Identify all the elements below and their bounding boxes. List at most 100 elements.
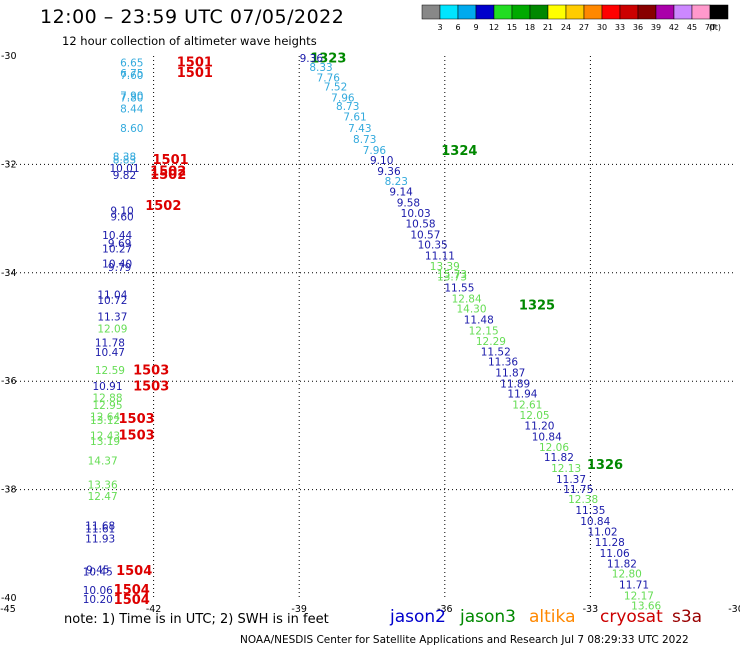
color-scale-label: 6 (455, 23, 460, 32)
wave-height-value: 11.11 (425, 250, 455, 262)
wave-height-value: 11.61 (85, 524, 115, 536)
wave-height-value: 14.30 (456, 304, 486, 316)
wave-height-value: 10.47 (95, 347, 125, 359)
wave-height-value: 8.60 (120, 123, 143, 135)
wave-height-value: 10.27 (102, 243, 132, 255)
wave-height-value: 12.17 (624, 590, 654, 602)
wave-height-value: 10.58 (406, 218, 436, 230)
pass-id-label: 1504 (114, 583, 150, 598)
satellite-name-cryosat: cryosat (600, 607, 663, 627)
wave-height-value: 10.40 (102, 259, 132, 271)
color-scale-swatch (673, 4, 693, 20)
pass-id-label: 1502 (150, 164, 186, 179)
map-title: 12:00 – 23:59 UTC 07/05/2022 (40, 6, 345, 28)
color-scale-label: 9 (473, 23, 478, 32)
wave-height-value: 10.35 (418, 240, 448, 252)
wave-height-value: 11.37 (556, 474, 586, 486)
color-scale-label: 33 (615, 23, 625, 32)
wave-height-value: 9.10 (370, 155, 393, 167)
wave-height-labels: 6.656.757.607.907.808.448.608.388.8310.0… (83, 52, 662, 613)
wave-height-value: 10.06 (83, 585, 113, 597)
wave-height-value: 7.52 (324, 81, 347, 93)
color-scale-label: 42 (669, 23, 679, 32)
pass-id-label: 1502 (145, 199, 181, 214)
pass-id-label: 1504 (116, 564, 152, 579)
wave-height-value: 7.76 (317, 73, 341, 85)
wave-height-value: 11.78 (95, 338, 125, 350)
wave-height-value: 12.64 (90, 411, 120, 423)
color-scale-label: 18 (525, 23, 535, 32)
lon-tick-label: -30 (728, 604, 740, 615)
wave-height-value: 12.84 (452, 293, 482, 305)
wave-height-value: 12.95 (92, 400, 122, 412)
wave-height-value: 11.48 (464, 314, 494, 326)
color-scale-swatch (475, 4, 495, 20)
wave-height-value: 12.59 (95, 365, 125, 377)
wave-height-value: 6.75 (120, 68, 143, 80)
wave-height-value: 9.60 (110, 211, 133, 223)
pass-id-label: 1502 (150, 168, 186, 183)
color-scale-swatch (421, 4, 441, 20)
wave-height-value: 10.20 (83, 594, 113, 606)
satellite-name-altika: altika (529, 607, 576, 627)
wave-height-value: 6.65 (120, 58, 143, 70)
wave-height-value: 7.80 (120, 93, 143, 105)
wave-height-value: 11.36 (488, 357, 518, 369)
wave-height-value: 13.73 (437, 272, 467, 284)
pass-id-label: 1501 (177, 66, 213, 81)
wave-height-value: 11.28 (595, 537, 625, 549)
color-scale-label: 27 (579, 23, 589, 32)
lon-tick-label: -36 (437, 604, 453, 615)
wave-height-value: 9.79 (108, 262, 131, 274)
wave-height-value: 14.37 (88, 455, 118, 467)
color-scale-label: 45 (687, 23, 697, 32)
pass-id-label: 1323 (310, 52, 346, 67)
axis-tick-labels: -45 -42 -39 -36 -33 -30 -30 -32 -34 -36 -38 -40 (0, 51, 740, 615)
lat-tick-label: -30 (1, 51, 17, 62)
pass-id-label: 1324 (441, 144, 477, 159)
color-scale-label: 21 (543, 23, 553, 32)
wave-height-value: 13.19 (90, 436, 120, 448)
pass-id-label: 1503 (119, 428, 155, 443)
wave-height-value: 11.68 (85, 520, 115, 532)
wave-height-value: 8.83 (113, 155, 136, 167)
lat-tick-label: -36 (1, 376, 17, 387)
lat-tick-label: -34 (1, 268, 17, 279)
pass-id-label: 1501 (177, 56, 213, 71)
wave-height-value: 11.35 (575, 505, 605, 517)
wave-height-value: 9.14 (389, 187, 413, 199)
wave-height-value: 13.12 (90, 415, 120, 427)
wave-height-value: 7.96 (331, 93, 355, 105)
wave-height-value: 12.80 (612, 569, 642, 581)
grid-layer (8, 56, 736, 598)
wave-height-value: 13.39 (430, 261, 460, 273)
wave-height-value: 10.01 (109, 163, 139, 175)
wave-height-value: 10.57 (410, 229, 440, 241)
color-scale-swatch (439, 4, 459, 20)
satellite-name-jason2: jason2 (390, 607, 446, 627)
wave-height-value: 10.03 (401, 208, 431, 220)
color-scale-swatch (511, 4, 531, 20)
pass-id-label: 1325 (519, 298, 555, 313)
wave-height-value: 9.36 (377, 166, 401, 178)
wave-height-value: 11.71 (619, 579, 649, 591)
pass-id-label: 1501 (152, 153, 188, 168)
wave-height-value: 10.45 (83, 566, 113, 578)
color-scale-swatch (565, 4, 585, 20)
color-scale-label: 15 (507, 23, 517, 32)
wave-height-value: 11.87 (495, 368, 525, 380)
pass-id-label: 1503 (119, 412, 155, 427)
lat-tick-label: -32 (1, 159, 17, 170)
wave-height-value: 7.96 (363, 145, 387, 157)
wave-height-value: 11.04 (97, 289, 127, 301)
color-scale-swatch (493, 4, 513, 20)
wave-height-value: 10.44 (102, 230, 132, 242)
pass-id-label: 1326 (587, 458, 623, 473)
wave-height-value: 15.73 (437, 269, 467, 281)
wave-height-value: 11.55 (444, 282, 474, 294)
wave-height-value: 9.45 (86, 564, 109, 576)
lon-tick-label: -33 (583, 604, 599, 615)
wave-height-value: 9.69 (108, 238, 131, 250)
color-scale-swatch (709, 4, 729, 20)
